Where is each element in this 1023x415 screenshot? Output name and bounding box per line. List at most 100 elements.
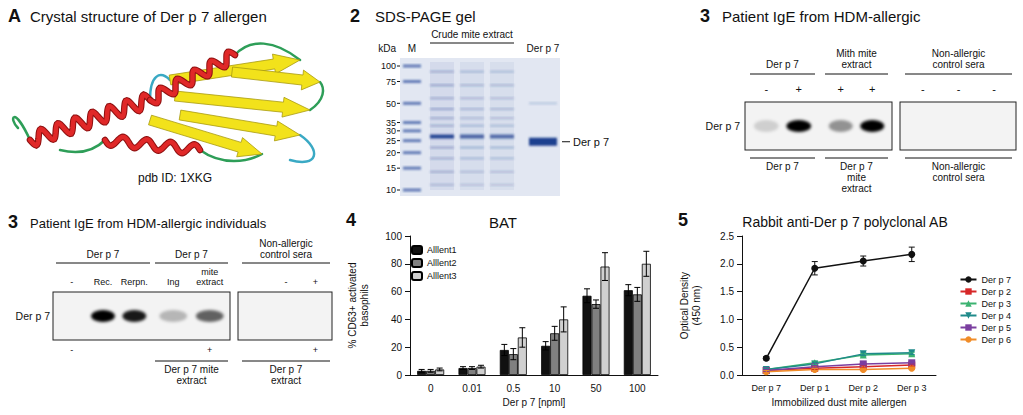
svg-text:Rabbit anti-Der p 7 polyclonal: Rabbit anti-Der p 7 polyclonal AB (742, 214, 947, 230)
svg-text:Der p 6: Der p 6 (981, 335, 1011, 345)
svg-text:25: 25 (386, 136, 396, 146)
svg-text:pdb ID: 1XKG: pdb ID: 1XKG (138, 171, 212, 185)
svg-text:0: 0 (396, 370, 402, 381)
svg-text:50: 50 (386, 99, 396, 109)
svg-text:75: 75 (386, 77, 396, 87)
svg-text:+: + (313, 277, 318, 287)
svg-text:Mith mite: Mith mite (836, 48, 877, 59)
svg-text:Der p 7: Der p 7 (981, 275, 1011, 285)
svg-text:control sera: control sera (932, 59, 985, 70)
svg-text:Der p 7: Der p 7 (87, 249, 120, 260)
svg-text:+: + (313, 345, 318, 355)
svg-text:-: - (921, 83, 925, 95)
svg-text:Crude mite extract: Crude mite extract (431, 29, 513, 40)
svg-text:20: 20 (386, 148, 396, 158)
svg-text:Der p 7: Der p 7 (270, 364, 303, 375)
svg-text:Der p 2: Der p 2 (981, 287, 1011, 297)
svg-text:extract: extract (176, 375, 206, 386)
svg-text:Alllent1: Alllent1 (427, 245, 457, 255)
svg-text:Ing: Ing (167, 277, 180, 287)
svg-text:15: 15 (386, 163, 396, 173)
svg-text:3: 3 (700, 6, 710, 26)
svg-text:-: - (992, 83, 996, 95)
svg-text:0.5: 0.5 (506, 383, 520, 394)
svg-text:80: 80 (391, 258, 403, 269)
svg-text:1.5: 1.5 (720, 286, 734, 297)
svg-text:10: 10 (386, 185, 396, 195)
svg-text:30: 30 (386, 126, 396, 136)
svg-text:Der p 7 mite: Der p 7 mite (164, 364, 219, 375)
svg-text:0: 0 (428, 383, 434, 394)
svg-text:-: - (957, 83, 961, 95)
svg-text:Der p 4: Der p 4 (981, 311, 1011, 321)
svg-text:-: - (70, 345, 73, 355)
svg-text:Der p 3: Der p 3 (897, 383, 927, 393)
svg-text:control sera: control sera (932, 172, 985, 183)
svg-text:M: M (408, 43, 416, 54)
svg-text:2: 2 (350, 6, 360, 26)
svg-text:-: - (764, 83, 768, 95)
svg-text:100: 100 (385, 231, 402, 242)
svg-text:50: 50 (590, 383, 602, 394)
svg-text:Der p 1: Der p 1 (800, 383, 830, 393)
svg-text:Der p 2: Der p 2 (848, 383, 878, 393)
svg-text:+: + (869, 83, 875, 95)
svg-text:Immobilized dust mite allergen: Immobilized dust mite allergen (771, 397, 906, 408)
svg-text:control sera: control sera (260, 249, 313, 260)
svg-text:Crystal structure of Der p 7 a: Crystal structure of Der p 7 allergen (30, 8, 267, 25)
svg-text:basophils: basophils (359, 284, 370, 326)
svg-text:100: 100 (629, 383, 646, 394)
svg-text:Der p 7: Der p 7 (766, 161, 799, 172)
svg-text:Der p 7: Der p 7 (527, 43, 560, 54)
svg-text:Der p 7: Der p 7 (766, 59, 799, 70)
svg-text:0.5: 0.5 (720, 342, 734, 353)
svg-text:SDS-PAGE gel: SDS-PAGE gel (375, 8, 476, 25)
svg-text:+: + (207, 345, 212, 355)
svg-text:A: A (8, 6, 21, 26)
svg-text:2.0: 2.0 (720, 258, 734, 269)
svg-text:BAT: BAT (489, 214, 517, 231)
svg-text:extract: extract (196, 277, 224, 287)
svg-text:mite: mite (201, 267, 218, 277)
svg-text:Alllent3: Alllent3 (427, 271, 457, 281)
svg-text:20: 20 (391, 342, 403, 353)
svg-text:-: - (70, 277, 73, 287)
svg-text:Der p 7 [npml]: Der p 7 [npml] (503, 397, 566, 408)
svg-text:40: 40 (391, 314, 403, 325)
svg-text:extract: extract (841, 183, 871, 194)
svg-text:Non-allergic: Non-allergic (932, 161, 985, 172)
svg-text:Rerpn.: Rerpn. (121, 277, 148, 287)
svg-text:10: 10 (549, 383, 561, 394)
svg-text:Der p 5: Der p 5 (981, 323, 1011, 333)
svg-text:Optical Density: Optical Density (679, 272, 690, 339)
svg-text:Der p 7: Der p 7 (706, 120, 741, 132)
svg-text:Non-allergic: Non-allergic (259, 238, 312, 249)
svg-text:5: 5 (678, 210, 688, 230)
svg-text:Alllent2: Alllent2 (427, 258, 457, 268)
svg-text:% CD63+ activated: % CD63+ activated (347, 263, 358, 349)
svg-text:mite: mite (847, 172, 866, 183)
svg-text:1.0: 1.0 (720, 314, 734, 325)
svg-text:-: - (285, 277, 288, 287)
svg-text:Der p 7: Der p 7 (16, 310, 51, 322)
svg-text:Non-allergic: Non-allergic (932, 48, 985, 59)
svg-text:Patient IgE from HDM-allergic: Patient IgE from HDM-allergic (722, 8, 921, 25)
svg-text:60: 60 (391, 286, 403, 297)
svg-text:100: 100 (381, 61, 396, 71)
svg-text:(450 nm): (450 nm) (691, 285, 702, 325)
svg-text:extract: extract (841, 59, 871, 70)
svg-text:+: + (838, 83, 844, 95)
svg-text:Patient IgE from HDM-allergic: Patient IgE from HDM-allergic individual… (30, 216, 267, 231)
svg-text:Rec.: Rec. (94, 277, 113, 287)
svg-text:+: + (796, 83, 802, 95)
svg-text:3: 3 (8, 212, 18, 232)
svg-text:kDa: kDa (378, 43, 396, 54)
svg-text:Der p 7: Der p 7 (175, 249, 208, 260)
svg-text:4: 4 (346, 210, 356, 230)
svg-text:Der p 3: Der p 3 (981, 299, 1011, 309)
svg-text:Der p 7: Der p 7 (840, 161, 873, 172)
svg-text:0.0: 0.0 (720, 370, 734, 381)
svg-text:2.5: 2.5 (720, 231, 734, 242)
svg-text:Der p 7: Der p 7 (573, 136, 609, 148)
svg-text:Der p 7: Der p 7 (751, 383, 781, 393)
